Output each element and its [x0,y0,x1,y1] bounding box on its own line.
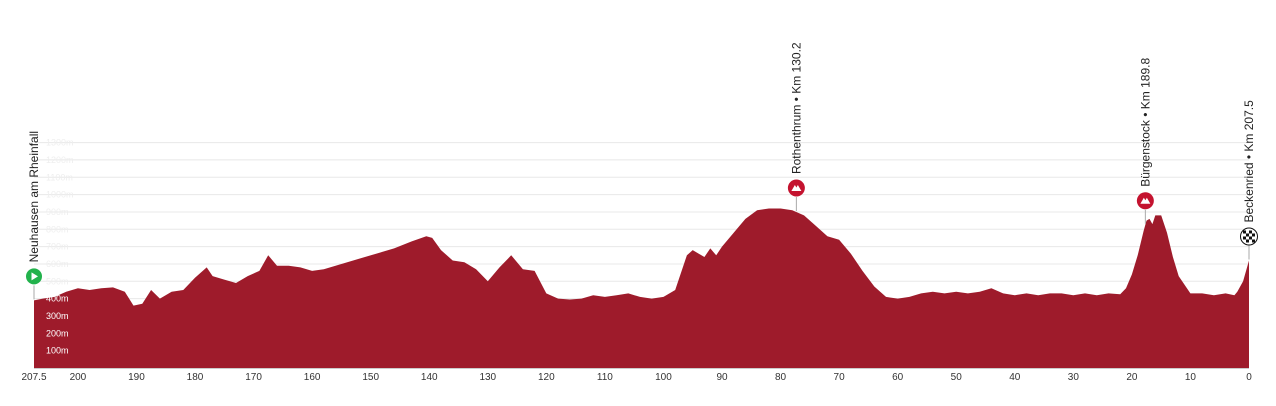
y-tick-label-1300m: 1300m [46,138,74,148]
x-tick-label-70: 70 [834,372,846,383]
waypoint-label: Rothenthrum • Km 130.2 [789,42,803,174]
x-tick-label-190: 190 [128,372,145,383]
x-tick-label-180: 180 [187,372,204,383]
y-tick-label-200m: 200m [46,328,69,338]
x-tick-label-20: 20 [1126,372,1138,383]
y-tick-label-400m: 400m [46,294,69,304]
x-tick-label-110: 110 [597,372,613,383]
checker-square [1246,239,1249,243]
play-icon [31,272,38,281]
elevation-profile-area [34,208,1249,368]
y-tick-label-500m: 500m [46,276,69,286]
waypoint-climb-1: Rothenthrum • Km 130.2 [787,42,805,212]
waypoint-start-0: Neuhausen am Rheinfall [26,131,42,300]
waypoint-label: Bürgenstock • Km 189.8 [1138,58,1152,187]
waypoint-climb-2: Bürgenstock • Km 189.8 [1136,58,1154,224]
x-tick-label-150: 150 [362,372,379,383]
x-tick-label-130: 130 [479,372,496,383]
x-tick-label-90: 90 [716,372,728,383]
x-tick-label-0: 0 [1246,372,1252,383]
waypoint-label: Neuhausen am Rheinfall [27,131,41,262]
y-tick-label-100m: 100m [46,346,69,356]
checker-square [1252,233,1255,237]
y-tick-label-1200m: 1200m [46,155,74,165]
x-tick-label-30: 30 [1068,372,1080,383]
y-axis-labels: 100m 200m 300m 400m 500m 600m 700m 800m 900m 1000… [46,138,74,356]
y-tick-label-700m: 700m [46,242,69,252]
x-tick-label-60: 60 [892,372,904,383]
y-tick-label-1000m: 1000m [46,190,74,200]
grid-lines [34,142,1249,369]
checker-square [1249,236,1252,240]
y-tick-label-800m: 800m [46,224,69,234]
y-tick-label-300m: 300m [46,311,69,321]
y-tick-label-1100m: 1100m [46,172,73,182]
x-tick-label-10: 10 [1185,372,1197,383]
y-tick-label-600m: 600m [46,259,69,269]
checker-square [1243,230,1246,234]
checker-square [1243,236,1246,240]
x-tick-label-207.5: 207.5 [21,372,46,383]
x-tick-label-140: 140 [421,372,438,383]
x-tick-label-50: 50 [951,372,963,383]
checker-square [1249,230,1252,234]
x-tick-label-40: 40 [1009,372,1021,383]
x-tick-label-160: 160 [304,372,321,383]
x-axis-tick-labels: 207.5 200 190 180 170 160 150 140 130 120 110 100 90… [21,372,1252,383]
checker-square [1246,233,1249,237]
x-tick-label-120: 120 [538,372,555,383]
y-tick-label-900m: 900m [46,207,69,217]
mountain-glyph-icon [791,185,802,192]
waypoint-finish-3: Beckenried • Km 207.5 [1240,100,1258,260]
x-tick-label-170: 170 [245,372,262,383]
waypoint-markers: Neuhausen am Rheinfall Rothenthrum • Km 1… [26,42,1258,300]
checker-square [1252,239,1255,243]
x-tick-label-80: 80 [775,372,787,383]
x-tick-label-200: 200 [70,372,87,383]
x-tick-label-100: 100 [655,372,672,383]
waypoint-label: Beckenried • Km 207.5 [1242,100,1256,223]
mountain-glyph-icon [1140,197,1151,204]
